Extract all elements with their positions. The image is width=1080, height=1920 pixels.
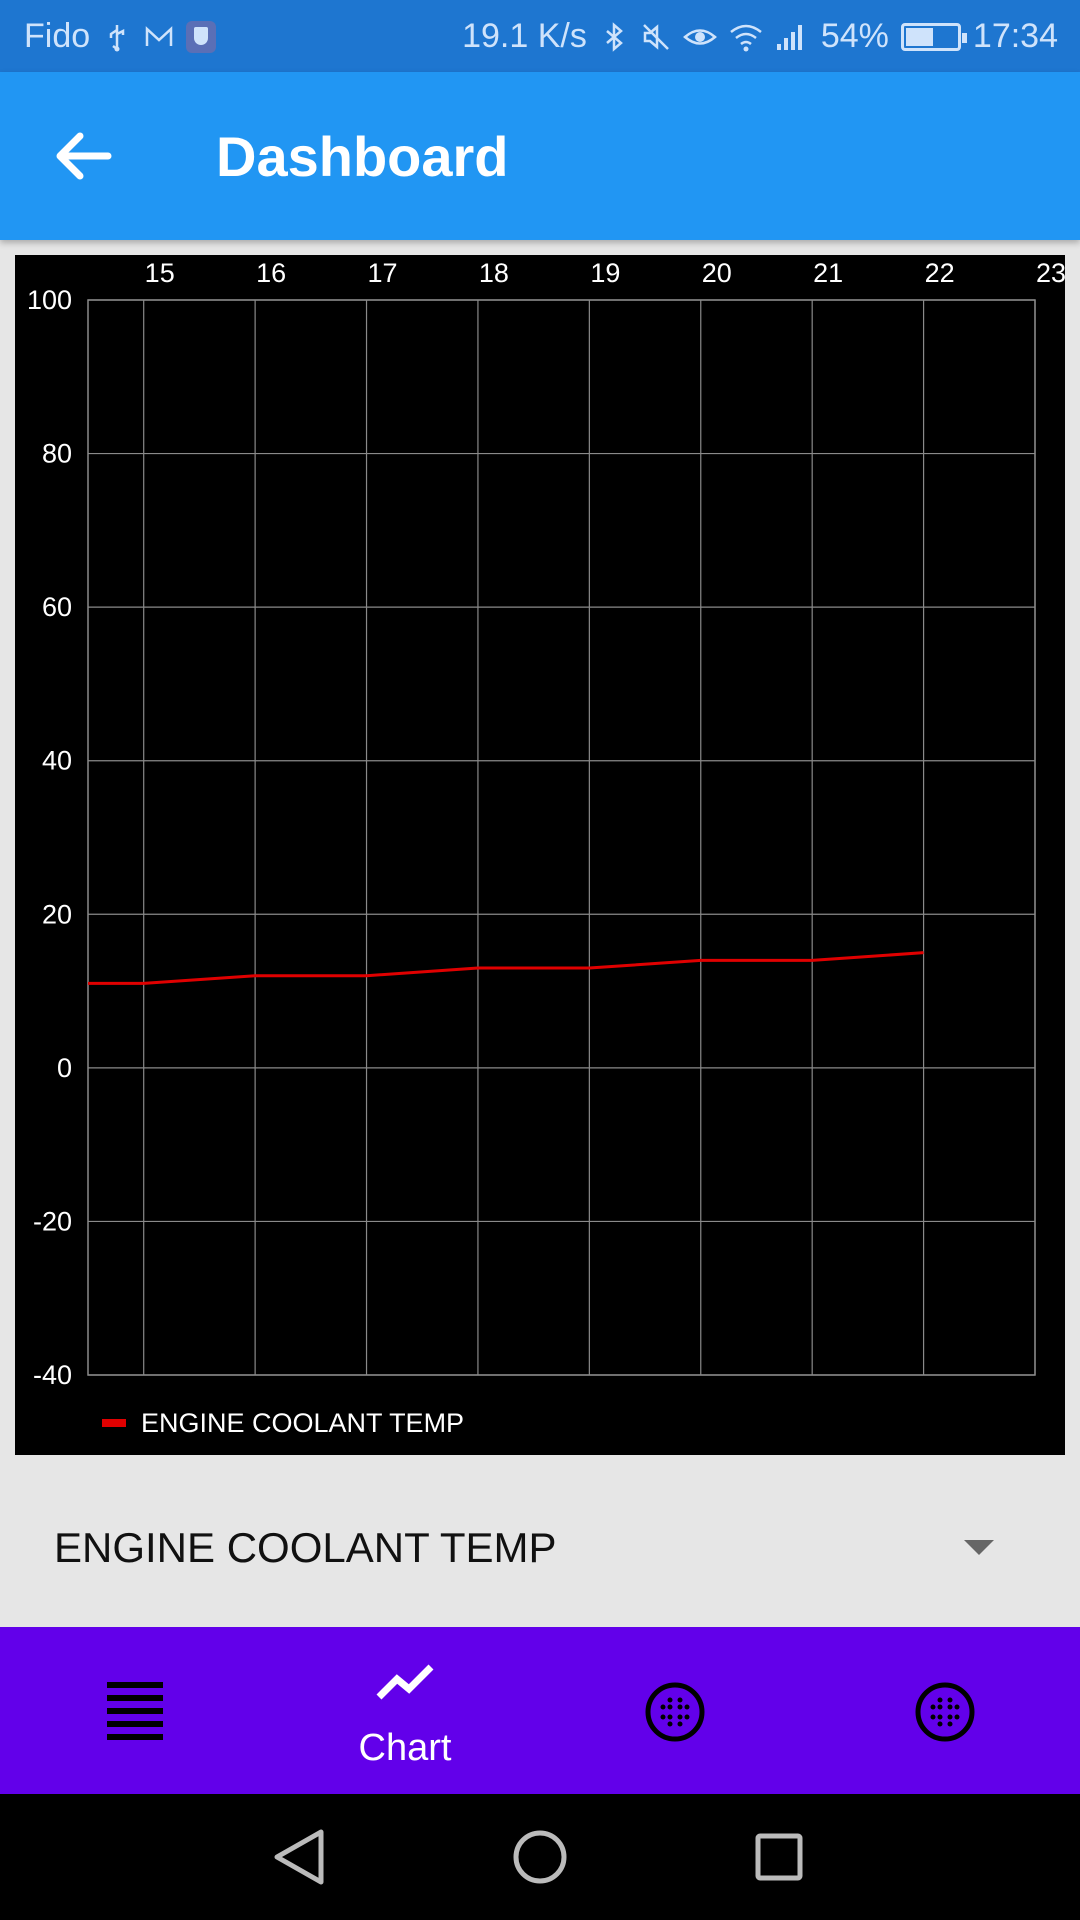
y-tick-label: 80 [42,439,72,469]
legend-label: ENGINE COOLANT TEMP [141,1408,464,1438]
app-bar: Dashboard [0,72,1080,240]
y-tick-label: -20 [33,1206,72,1236]
net-speed-label: 19.1 K/s [462,17,587,55]
x-tick-label: 17 [368,258,398,288]
battery-icon [900,22,967,51]
battery-percent: 54% [820,17,889,55]
mail-icon [145,25,173,46]
x-tick-label: 22 [925,258,955,288]
plot-area [87,299,1036,1376]
y-tick-label: 0 [57,1053,72,1083]
recents-square-icon[interactable] [746,1824,812,1890]
bluetooth-icon [606,21,623,52]
status-bar: Fido 19.1 K/s [0,0,1080,72]
line-chart: 100 80 60 40 20 0 -20 -40 15 16 17 18 19 20 21 22 23 ENG… [27,258,1065,1438]
y-tick-label: 60 [42,592,72,622]
gauge-icon [645,1682,705,1742]
system-nav-bar [0,1794,1080,1920]
mute-icon [642,23,669,50]
dropdown-arrow-icon[interactable] [964,1540,994,1555]
chart-panel[interactable]: 100 80 60 40 20 0 -20 -40 15 16 17 18 19 20 21 22 23 ENG… [15,255,1065,1455]
x-tick-label: 21 [813,258,843,288]
nav-label-chart: Chart [358,1727,452,1769]
home-circle-icon[interactable] [507,1824,573,1890]
signal-icon [776,24,802,50]
list-icon [107,1682,163,1740]
x-tick-label: 19 [590,258,620,288]
legend-swatch [102,1419,126,1427]
chart-icon [376,1664,434,1700]
x-tick-label: 23 [1036,258,1065,288]
x-tick-label: 15 [145,258,175,288]
arrow-back-icon[interactable] [44,116,124,196]
y-tick-label: 40 [42,746,72,776]
series-line [88,951,924,985]
y-tick-label: 100 [27,285,72,315]
x-tick-label: 18 [479,258,509,288]
carrier-label: Fido [24,17,91,55]
series-dropdown[interactable]: ENGINE COOLANT TEMP [0,1500,1080,1596]
nav-item-gauge-1[interactable] [540,1627,810,1794]
wifi-icon [730,24,762,51]
back-triangle-icon[interactable] [265,1824,331,1890]
x-tick-label: 16 [256,258,286,288]
nav-item-list[interactable] [0,1627,270,1794]
nav-item-chart[interactable]: Chart [270,1627,540,1794]
shield-icon [186,20,217,53]
gauge-icon [915,1682,975,1742]
page-title: Dashboard [216,125,509,188]
nav-item-gauge-2[interactable] [810,1627,1080,1794]
x-tick-label: 20 [702,258,732,288]
usb-icon [109,24,125,51]
dropdown-selected-value: ENGINE COOLANT TEMP [54,1524,557,1571]
y-tick-label: 20 [42,899,72,929]
clock: 17:34 [972,17,1058,55]
y-tick-label: -40 [33,1360,72,1390]
eye-icon [682,28,717,45]
bottom-nav: Chart [0,1627,1080,1794]
